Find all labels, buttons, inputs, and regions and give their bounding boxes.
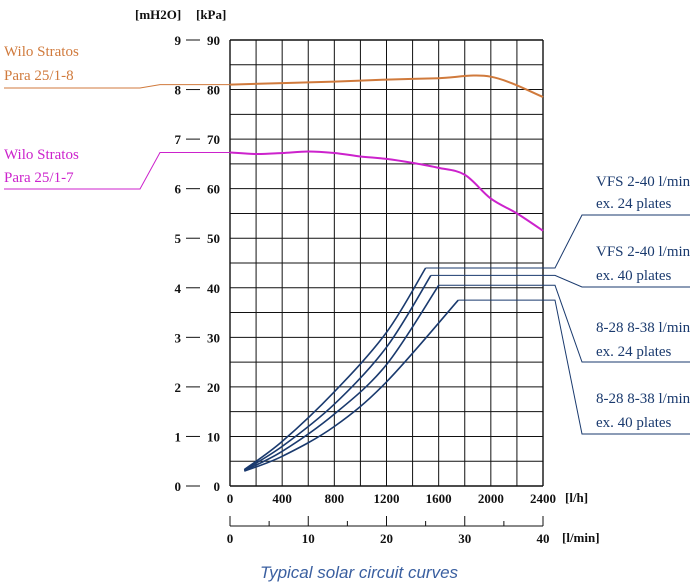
x-tick-label-lh: 1200 bbox=[374, 491, 400, 506]
series-label-line1: VFS 2-40 l/min bbox=[596, 174, 691, 190]
y-tick-label-mh2o: 2 bbox=[175, 380, 182, 395]
y-tick-label-kpa: 20 bbox=[207, 380, 220, 395]
y-unit-mh2o-label: [mH2O] bbox=[135, 7, 181, 22]
x-tick-label-lmin: 40 bbox=[537, 531, 550, 546]
series-label-line1: Wilo Stratos bbox=[4, 147, 79, 163]
y-unit-kpa-label: [kPa] bbox=[196, 7, 226, 22]
y-tick-label-mh2o: 6 bbox=[175, 182, 182, 197]
series-line bbox=[244, 299, 459, 472]
series-label-line2: ex. 24 plates bbox=[596, 344, 672, 360]
chart-caption: Typical solar circuit curves bbox=[260, 563, 459, 582]
series-label-line2: Para 25/1-7 bbox=[4, 170, 74, 186]
y-tick-label-kpa: 40 bbox=[207, 281, 220, 296]
series-line bbox=[229, 74, 544, 98]
series-label-line2: ex. 40 plates bbox=[596, 415, 672, 431]
y-tick-label-mh2o: 7 bbox=[175, 132, 182, 147]
series-lines bbox=[229, 74, 544, 472]
x-tick-label-lh: 2000 bbox=[478, 491, 504, 506]
y-tick-label-kpa: 90 bbox=[207, 33, 220, 48]
series-label-line2: ex. 40 plates bbox=[596, 268, 672, 284]
series-label-line1: VFS 2-40 l/min bbox=[596, 244, 691, 260]
y-tick-label-kpa: 70 bbox=[207, 132, 220, 147]
series-label-line1: Wilo Stratos bbox=[4, 44, 79, 60]
y-tick-label-kpa: 50 bbox=[207, 231, 220, 246]
y-tick-label-mh2o: 1 bbox=[175, 429, 182, 444]
y-tick-label-kpa: 60 bbox=[207, 182, 220, 197]
x-tick-label-lh: 800 bbox=[325, 491, 345, 506]
x-tick-label-lmin: 30 bbox=[458, 531, 471, 546]
x-unit-lh-label: [l/h] bbox=[565, 490, 588, 505]
x-tick-label-lh: 400 bbox=[272, 491, 292, 506]
series-label-line2: ex. 24 plates bbox=[596, 196, 672, 212]
series-line bbox=[229, 150, 544, 232]
grid bbox=[229, 39, 544, 487]
series-label-line2: Para 25/1-8 bbox=[4, 68, 74, 84]
x-tick-label-lh: 1600 bbox=[426, 491, 452, 506]
series-labels: Wilo Stratos Para 25/1-8 Wilo Stratos Para … bbox=[4, 44, 691, 435]
x-tick-label-lmin: 20 bbox=[380, 531, 393, 546]
series-leader-line bbox=[425, 214, 690, 269]
x-tick-label-lh: 2400 bbox=[530, 491, 556, 506]
series-line bbox=[243, 274, 432, 471]
y-tick-label-mh2o: 8 bbox=[175, 83, 182, 98]
y-tick-label-kpa: 10 bbox=[207, 429, 220, 444]
series-leader-line bbox=[430, 274, 690, 288]
series-leader-line bbox=[4, 151, 230, 190]
y-tick-label-mh2o: 4 bbox=[175, 281, 182, 296]
y-tick-label-kpa: 30 bbox=[207, 330, 220, 345]
y-tick-label-mh2o: 3 bbox=[175, 330, 182, 345]
x-unit-lmin-label: [l/min] bbox=[562, 530, 600, 545]
series-label-line1: 8-28 8-38 l/min bbox=[596, 391, 691, 407]
series-leader-line bbox=[438, 284, 690, 363]
y-tick-label-mh2o: 0 bbox=[175, 479, 182, 494]
x-tick-label-lmin: 0 bbox=[227, 531, 234, 546]
y-tick-label-kpa: 0 bbox=[214, 479, 221, 494]
series-line bbox=[243, 267, 427, 471]
series-leader-line bbox=[458, 299, 690, 435]
x-tick-label-lmin: 10 bbox=[302, 531, 315, 546]
y-tick-label-mh2o: 5 bbox=[175, 231, 182, 246]
series-line bbox=[243, 284, 440, 472]
series-leader-line bbox=[4, 84, 230, 89]
series-label-line1: 8-28 8-38 l/min bbox=[596, 320, 691, 336]
y-tick-label-mh2o: 9 bbox=[175, 33, 182, 48]
axes: 0 01 102 203 304 405 506 607 708 809 900 400 800 1200… bbox=[175, 33, 557, 546]
x-tick-label-lh: 0 bbox=[227, 491, 234, 506]
y-tick-label-kpa: 80 bbox=[207, 83, 220, 98]
